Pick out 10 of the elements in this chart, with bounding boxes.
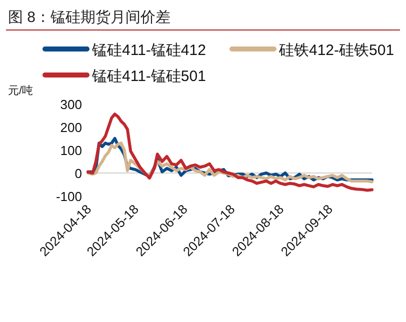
chart-title: 图 8：锰硅期货月间价差 bbox=[8, 9, 171, 26]
legend-label: 锰硅411-锰硅501 bbox=[91, 68, 206, 85]
y-tick-label: 0 bbox=[74, 166, 82, 181]
legend-label: 锰硅411-锰硅412 bbox=[91, 42, 206, 59]
legend-label: 硅铁412-硅铁501 bbox=[278, 42, 394, 59]
y-tick-label: 100 bbox=[60, 143, 82, 158]
y-tick-label: 300 bbox=[60, 97, 82, 112]
y-axis-title: 元/吨 bbox=[8, 84, 34, 97]
y-tick-label: -100 bbox=[56, 189, 82, 204]
y-tick-label: 200 bbox=[60, 120, 82, 135]
